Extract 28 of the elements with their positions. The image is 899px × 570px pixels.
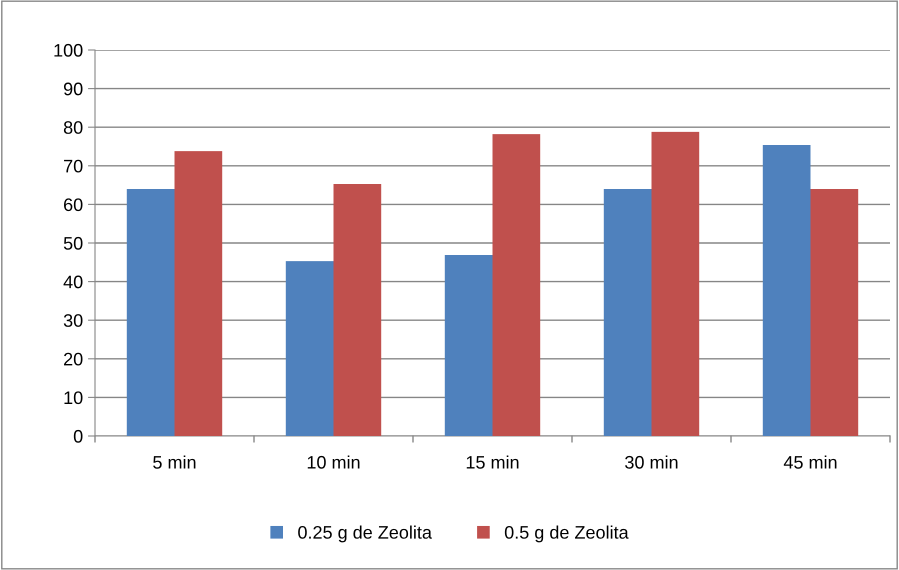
x-tick-label: 30 min [625,455,678,469]
x-tick-label: 10 min [308,455,360,469]
bar [174,151,222,436]
bar [444,254,492,436]
bar [652,132,700,436]
y-tick-label: 0 [74,430,82,443]
x-tick-label: 45 min [784,455,836,469]
legend-label: 0.5 g de Zeolita [504,526,629,542]
y-tick-label: 50 [64,236,82,250]
bar [492,134,540,436]
bar [286,261,334,436]
y-tick-label: 30 [64,314,82,327]
y-tick-label: 10 [64,391,82,404]
bar [762,144,810,436]
y-tick-label: 20 [64,352,82,366]
y-tick-label: 60 [64,198,82,212]
bar [604,188,652,436]
legend-label: 0.25 g de Zeolita [298,526,432,542]
y-tick-label: 40 [64,276,82,288]
y-tick-label: 90 [64,82,82,96]
y-tick-label: 70 [64,160,82,173]
bar [126,188,174,436]
y-tick-label: 100 [54,44,82,57]
y-tick-label: 80 [64,121,82,134]
bar [810,188,858,436]
x-tick-label: 15 min [466,455,518,469]
bar [334,184,382,436]
x-tick-label: 5 min [153,455,196,469]
